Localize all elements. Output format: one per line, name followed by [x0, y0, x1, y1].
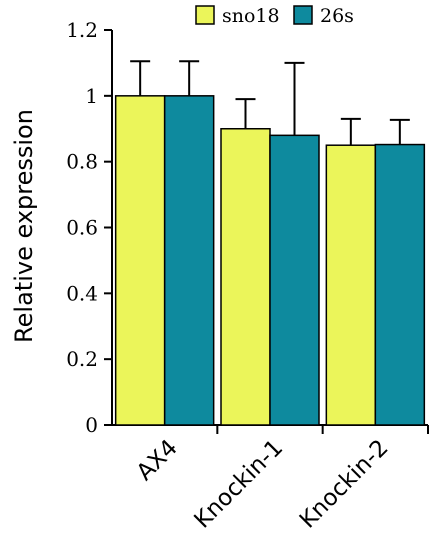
- y-tick-label: 0.4: [66, 281, 98, 305]
- legend-label: sno18: [222, 5, 280, 27]
- legend-swatch: [195, 5, 215, 25]
- bar-sno18-Knockin-2: [325, 144, 377, 426]
- x-tick-label: AX4: [132, 435, 183, 486]
- y-tick-label: 0.2: [66, 347, 98, 371]
- x-ticks: AX4 Knockin-1 Knockin-2: [132, 425, 429, 534]
- bar-26s-Knockin-1: [269, 134, 320, 426]
- legend-swatch: [293, 5, 313, 25]
- bar-sno18-Knockin-1: [220, 128, 271, 426]
- error-bars: [130, 60, 410, 146]
- y-tick-label: 0.6: [66, 216, 98, 240]
- y-ticks: 0 0.2 0.4 0.6 0.8 1 1.2: [66, 18, 112, 437]
- y-tick-label: 0: [85, 413, 98, 437]
- bars: [114, 95, 426, 426]
- bar-26s-AX4: [163, 95, 215, 426]
- x-tick-label: Knockin-2: [295, 435, 394, 534]
- y-tick-label: 0.8: [66, 150, 98, 174]
- legend-label: 26s: [320, 5, 354, 27]
- legend: sno18 26s: [195, 5, 354, 27]
- x-tick-label: Knockin-1: [190, 435, 289, 534]
- bar-sno18-AX4: [114, 95, 166, 426]
- y-axis-label: Relative expression: [10, 109, 38, 343]
- y-tick-label: 1: [85, 84, 98, 108]
- bar-26s-Knockin-2: [374, 143, 426, 426]
- y-tick-label: 1.2: [66, 18, 98, 42]
